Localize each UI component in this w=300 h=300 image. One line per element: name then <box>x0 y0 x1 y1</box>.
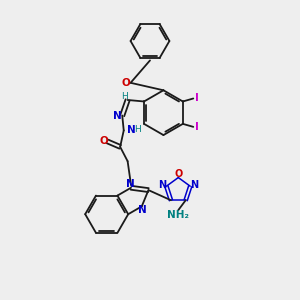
Text: N: N <box>113 111 122 121</box>
Text: N: N <box>158 180 166 190</box>
Text: H: H <box>121 92 128 101</box>
Text: N: N <box>138 205 147 215</box>
Text: N: N <box>127 125 136 135</box>
Text: O: O <box>174 169 182 179</box>
Text: NH₂: NH₂ <box>167 210 189 220</box>
Text: O: O <box>99 136 108 146</box>
Text: I: I <box>195 122 199 133</box>
Text: N: N <box>126 179 135 189</box>
Text: H: H <box>134 125 140 134</box>
Text: O: O <box>121 78 130 88</box>
Text: I: I <box>195 93 199 103</box>
Text: N: N <box>190 180 199 190</box>
